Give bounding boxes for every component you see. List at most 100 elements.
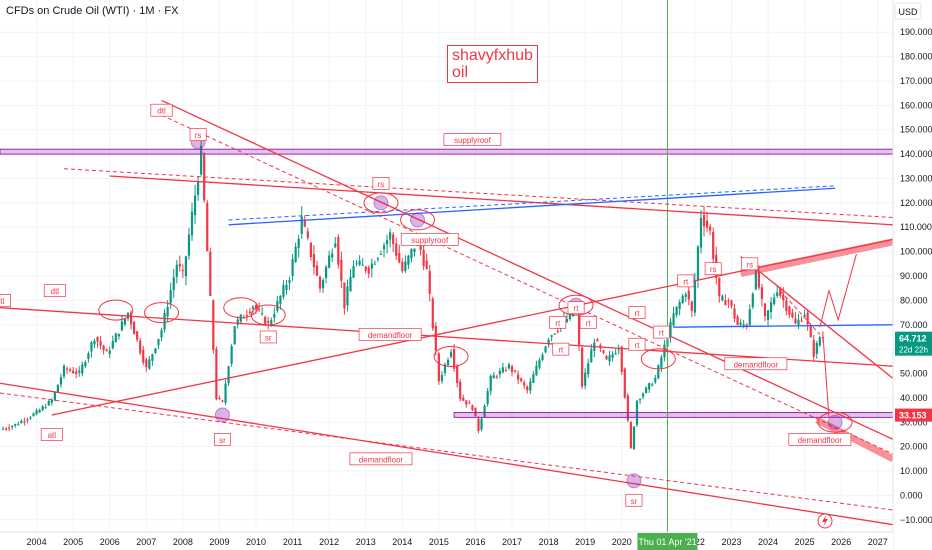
- candle-body: [712, 232, 715, 259]
- candle-body: [513, 370, 517, 372]
- x-tick-label: 2007: [136, 537, 156, 547]
- price-label-text: 33.153: [899, 411, 927, 421]
- candle-body: [504, 370, 508, 372]
- label-box: [259, 330, 277, 344]
- candle-body: [325, 266, 328, 278]
- candle-body: [245, 315, 248, 317]
- candle-body: [532, 374, 535, 383]
- candle-body: [681, 296, 684, 303]
- label-box: [567, 301, 585, 315]
- label-text: sr: [631, 497, 638, 506]
- candle-body: [50, 399, 53, 403]
- y-tick-label: 0.000: [900, 490, 923, 500]
- candle-body: [797, 319, 800, 325]
- trendline: [0, 392, 894, 511]
- label-box: [400, 233, 459, 246]
- candle-body: [730, 300, 733, 307]
- label-box: [704, 262, 722, 276]
- candle-body: [766, 310, 770, 320]
- candle-body: [459, 381, 462, 400]
- x-tick-label: 2024: [758, 537, 778, 547]
- candle-body: [690, 301, 693, 311]
- candle-body: [108, 350, 111, 355]
- candle-body: [803, 314, 806, 317]
- trendline: [161, 99, 894, 440]
- candle-body: [154, 348, 157, 354]
- x-tick-label: 2008: [173, 537, 193, 547]
- candle-body: [8, 427, 11, 429]
- candle-body: [53, 391, 56, 401]
- crosshair-date-box: [637, 533, 698, 550]
- y-tick-label: 70.000: [900, 320, 928, 330]
- x-tick-label: 2011: [283, 537, 302, 547]
- candle-body: [623, 368, 626, 398]
- candle-body: [495, 376, 498, 378]
- label-text: rs: [710, 265, 717, 274]
- candle-body: [328, 255, 331, 268]
- candle-body: [184, 256, 188, 276]
- candle-body: [544, 346, 547, 353]
- candle-body: [614, 353, 617, 355]
- candle-body: [553, 333, 556, 335]
- label-box: [358, 328, 422, 341]
- y-tick-label: 140.000: [900, 149, 932, 159]
- candle-body: [739, 322, 742, 325]
- y-tick-label: 130.000: [900, 173, 932, 183]
- x-tick-label: 2005: [63, 537, 83, 547]
- candle-body: [779, 288, 782, 296]
- candle-body: [257, 309, 261, 311]
- candle-body: [321, 280, 325, 289]
- candle-body: [434, 325, 437, 351]
- candle-body: [90, 342, 93, 352]
- candle-body: [187, 234, 191, 256]
- label-box: [40, 428, 63, 441]
- candle-body: [11, 426, 14, 428]
- candle-body: [632, 426, 636, 450]
- label-text: rt: [683, 277, 689, 286]
- x-tick-label: 2025: [795, 537, 815, 547]
- candle-body: [769, 302, 773, 312]
- annotation-marker: [410, 212, 426, 228]
- label-box: [349, 452, 413, 466]
- candle-body: [376, 258, 380, 260]
- candle-body: [355, 263, 358, 265]
- candle-body: [751, 293, 754, 307]
- candle-body: [346, 286, 349, 306]
- candle-body: [133, 321, 136, 335]
- candle-body: [449, 352, 453, 358]
- candle-body: [120, 321, 124, 331]
- price-label-countdown: 22d 22h: [899, 346, 928, 355]
- candle-body: [702, 215, 706, 227]
- candle-body: [507, 364, 511, 369]
- annotation-ellipse: [558, 294, 594, 316]
- candle-body: [699, 217, 703, 248]
- candle-body: [65, 368, 69, 370]
- candle-body: [218, 397, 221, 399]
- candle-body: [306, 231, 309, 238]
- candle-body: [62, 365, 66, 377]
- candle-body: [78, 370, 81, 373]
- symbol-header[interactable]: CFDs on Crude Oil (WTI) · 1M · FX: [6, 5, 178, 17]
- x-tick-label: 2014: [392, 537, 412, 547]
- candle-body: [541, 354, 544, 360]
- candle-body: [517, 374, 520, 380]
- candle-body: [294, 246, 297, 262]
- label-text: atl: [48, 431, 57, 440]
- trendline: [0, 382, 894, 526]
- candle-body: [44, 407, 47, 409]
- candle-body: [401, 261, 404, 272]
- candle-body: [705, 220, 709, 228]
- candle-body: [629, 422, 632, 448]
- lightning-icon[interactable]: [817, 513, 833, 529]
- candle-body: [145, 359, 148, 368]
- candle-body: [68, 369, 72, 371]
- x-tick-label: 2019: [575, 537, 595, 547]
- candle-body: [334, 243, 337, 248]
- candle-body: [638, 399, 642, 401]
- candle-body: [200, 145, 203, 175]
- candle-body: [212, 300, 215, 350]
- label-text: supplyroof: [454, 136, 492, 145]
- candle-body: [757, 271, 760, 288]
- candle-body: [172, 277, 175, 291]
